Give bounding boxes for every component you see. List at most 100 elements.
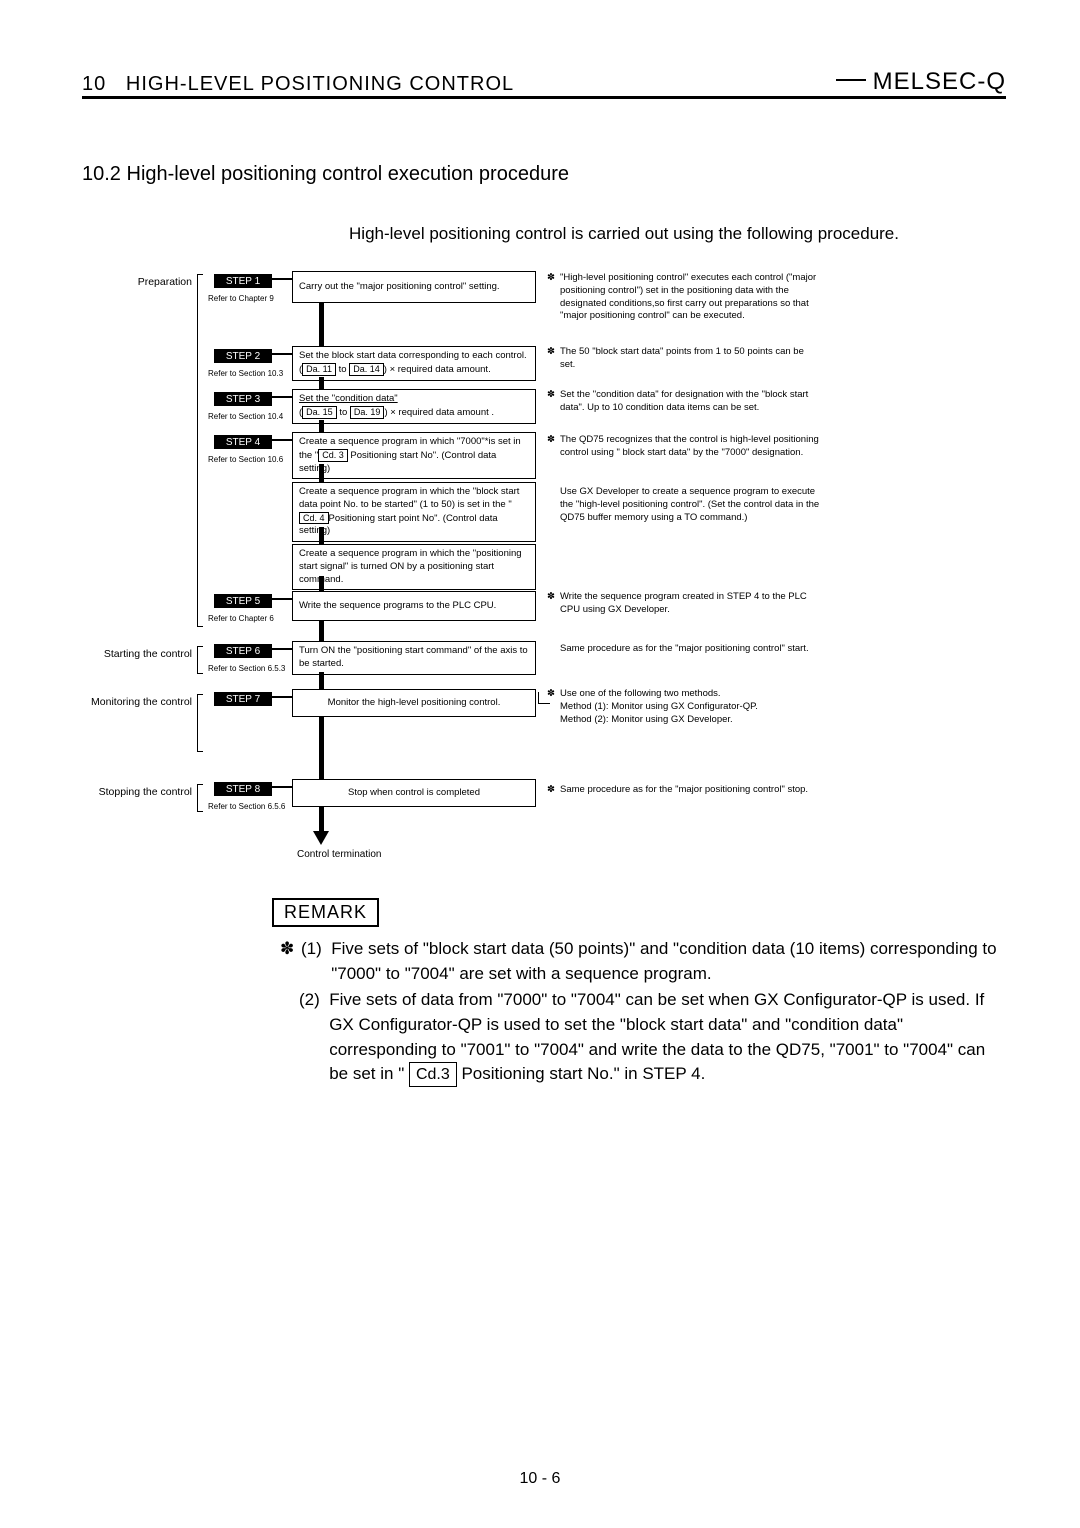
connector-line xyxy=(272,786,292,788)
step-7-box: Monitor the high-level positioning contr… xyxy=(292,689,536,717)
bracket-preparation xyxy=(197,274,203,627)
connector-line xyxy=(319,807,324,834)
step-7-note: ✽ Use one of the following two methods. … xyxy=(560,688,820,726)
asterisk-icon: ✽ xyxy=(547,784,555,797)
connector-line xyxy=(272,598,292,600)
page-number: 10 - 6 xyxy=(0,1470,1080,1488)
step-4-note-a: ✽ The QD75 recognizes that the control i… xyxy=(560,434,820,460)
asterisk-icon: ✽ xyxy=(547,389,555,402)
step-4-note-b: Use GX Developer to create a sequence pr… xyxy=(560,486,820,524)
connector-line xyxy=(319,527,324,544)
asterisk-icon: ✽ xyxy=(547,346,555,359)
bracket-starting xyxy=(197,646,203,674)
step-3-badge: STEP 3 xyxy=(214,392,272,406)
procedure-diagram: Preparation Starting the control Monitor… xyxy=(82,264,1006,864)
page-header: 10 HIGH-LEVEL POSITIONING CONTROL MELSEC… xyxy=(82,68,1006,99)
step-3-post: ) × required data amount . xyxy=(384,407,494,418)
connector-line xyxy=(319,717,324,779)
connector-line xyxy=(272,353,292,355)
connector-line xyxy=(319,621,324,641)
series-lead-line xyxy=(836,79,866,81)
step-2-refer: Refer to Section 10.3 xyxy=(208,369,298,378)
asterisk-icon: ✽ xyxy=(547,688,555,701)
section-number: 10.2 xyxy=(82,163,121,185)
chapter-number: 10 xyxy=(82,73,106,95)
step-4-note-text: The QD75 recognizes that the control is … xyxy=(560,434,819,458)
step-1-box: Carry out the "major positioning control… xyxy=(292,271,536,303)
step-7-badge: STEP 7 xyxy=(214,692,272,706)
step-8-badge: STEP 8 xyxy=(214,782,272,796)
phase-preparation: Preparation xyxy=(82,276,192,288)
section-title-text: High-level positioning control execution… xyxy=(127,163,569,185)
step-4-refer: Refer to Section 10.6 xyxy=(208,455,298,464)
param-box-da19: Da. 19 xyxy=(350,406,385,419)
phase-starting: Starting the control xyxy=(82,648,192,660)
param-box-da11: Da. 11 xyxy=(302,363,336,376)
step-8-box: Stop when control is completed xyxy=(292,779,536,807)
bracket-stopping xyxy=(197,784,203,812)
param-box-cd3: Cd. 3 xyxy=(318,449,348,462)
remark-2b: Positioning start No." in STEP 4. xyxy=(457,1064,706,1083)
step-2-post: ) × required data amount. xyxy=(384,364,491,375)
step-6-badge: STEP 6 xyxy=(214,644,272,658)
step-2-note: ✽ The 50 "block start data" points from … xyxy=(560,346,820,372)
step-3-note: ✽ Set the "condition data" for designati… xyxy=(560,389,820,415)
control-termination-label: Control termination xyxy=(297,849,381,860)
phase-monitoring: Monitoring the control xyxy=(82,696,192,708)
connector-line xyxy=(272,648,292,650)
step-4b-text2: Positioning start point No". (Control da… xyxy=(299,513,498,537)
series-label: MELSEC-Q xyxy=(836,68,1006,96)
bracket-monitoring xyxy=(197,694,203,752)
step-6-refer: Refer to Section 6.5.3 xyxy=(208,664,298,673)
connector-line xyxy=(272,439,292,441)
connector-line xyxy=(319,420,324,432)
connector-line xyxy=(272,278,292,280)
step-7c-text: Method (2): Monitor using GX Developer. xyxy=(560,714,733,725)
connector-line xyxy=(319,672,324,689)
section-intro: High-level positioning control is carrie… xyxy=(242,224,1006,244)
connector-line xyxy=(272,396,292,398)
step-4-box-c: Create a sequence program in which the "… xyxy=(292,544,536,590)
step-6-note: Same procedure as for the "major positio… xyxy=(560,643,820,656)
step-1-note-text: "High-level positioning control" execute… xyxy=(560,272,816,321)
step-7a-text: Use one of the following two methods. xyxy=(560,688,721,699)
step-7b-text: Method (1): Monitor using GX Configurato… xyxy=(560,701,758,712)
step-2-text: Set the block start data corresponding t… xyxy=(299,350,527,361)
step-5-note-text: Write the sequence program created in ST… xyxy=(560,591,807,615)
step-8-refer: Refer to Section 6.5.6 xyxy=(208,802,298,811)
connector-line xyxy=(319,576,324,591)
remark-item-2-text: Five sets of data from "7000" to "7004" … xyxy=(329,988,1006,1087)
remark-label: REMARK xyxy=(272,898,379,927)
step-3-text: Set the "condition data" xyxy=(299,393,398,404)
step-3-refer: Refer to Section 10.4 xyxy=(208,412,298,421)
step-5-badge: STEP 5 xyxy=(214,594,272,608)
step-5-box: Write the sequence programs to the PLC C… xyxy=(292,591,536,621)
connector-line xyxy=(272,696,292,698)
step-4-box-a: Create a sequence program in which "7000… xyxy=(292,432,536,479)
asterisk-icon: ✽ xyxy=(547,434,555,447)
asterisk-icon: ✽ xyxy=(547,272,555,285)
arrow-down-icon xyxy=(313,831,329,845)
step-2-box: Set the block start data corresponding t… xyxy=(292,346,536,381)
chapter-title: 10 HIGH-LEVEL POSITIONING CONTROL xyxy=(82,73,514,96)
step-8-note: ✽ Same procedure as for the "major posit… xyxy=(560,784,820,797)
step-4-box-b: Create a sequence program in which the "… xyxy=(292,482,536,542)
param-box-cd4: Cd. 4 xyxy=(299,512,329,525)
step-6-box: Turn ON the "positioning start command" … xyxy=(292,641,536,675)
section-title: 10.2 High-level positioning control exec… xyxy=(82,163,1006,186)
asterisk-icon: ✽ xyxy=(280,937,294,986)
param-box-da15: Da. 15 xyxy=(302,406,337,419)
connector-line xyxy=(319,303,324,346)
phase-stopping: Stopping the control xyxy=(82,786,192,798)
step-3-box: Set the "condition data" (Da. 15 to Da. … xyxy=(292,389,536,424)
step-4-badge: STEP 4 xyxy=(214,435,272,449)
param-box-da14: Da. 14 xyxy=(349,363,384,376)
step-8-note-text: Same procedure as for the "major positio… xyxy=(560,784,808,795)
step-2-badge: STEP 2 xyxy=(214,349,272,363)
param-box-cd3: Cd.3 xyxy=(409,1062,457,1087)
step-1-refer: Refer to Chapter 9 xyxy=(208,294,298,303)
connector-line xyxy=(319,377,324,389)
step-1-note: ✽ "High-level positioning control" execu… xyxy=(560,272,820,323)
step-5-refer: Refer to Chapter 6 xyxy=(208,614,298,623)
step-1-badge: STEP 1 xyxy=(214,274,272,288)
